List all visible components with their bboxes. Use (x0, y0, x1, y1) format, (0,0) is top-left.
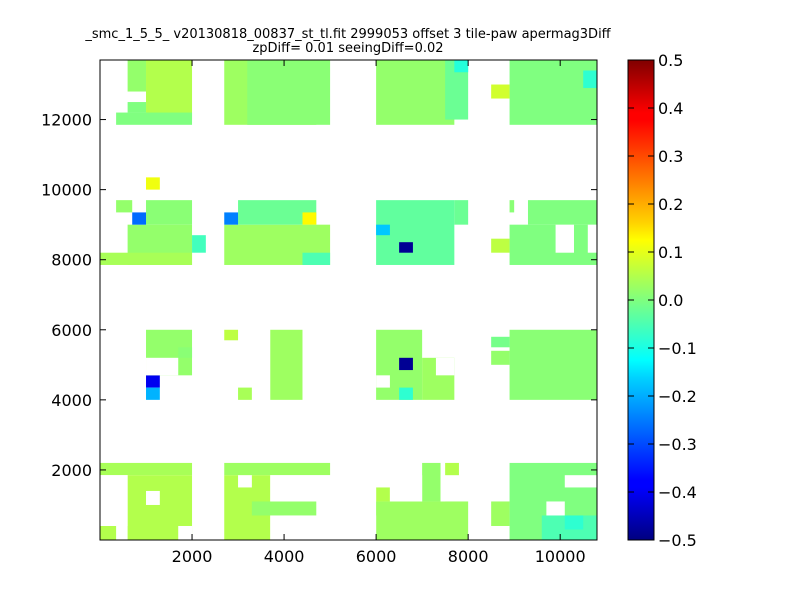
empty-cell (376, 375, 390, 388)
heatmap-cell (146, 375, 160, 388)
heatmap-cell (491, 350, 510, 365)
colorbar-tick-label: 0.2 (658, 195, 683, 214)
heatmap-cell (251, 501, 317, 516)
empty-cell (146, 490, 160, 505)
colorbar-tick-label: −0.5 (658, 531, 697, 550)
heatmap-cell (224, 462, 331, 476)
heatmap-cell (100, 462, 193, 476)
chart-title-line-2: zpDiff= 0.01 seeingDiff=0.02 (252, 41, 443, 56)
empty-cell (100, 475, 128, 526)
heatmap-cell (376, 487, 390, 502)
heatmap-cell (247, 60, 331, 125)
heatmap-cell (491, 84, 510, 99)
heatmap-cell (146, 200, 193, 225)
x-tick-label: 10000 (535, 547, 586, 566)
y-tick-label: 8000 (51, 251, 92, 270)
heatmap-cell (445, 462, 459, 476)
y-tick-label: 6000 (51, 321, 92, 340)
heatmap-cell (127, 102, 147, 113)
empty-cell (238, 475, 252, 488)
heatmap-cell (376, 60, 455, 125)
heatmap-cell (224, 212, 239, 225)
heatmap-cell (491, 501, 510, 526)
x-tick-label: 6000 (356, 547, 397, 566)
heatmap-cell (509, 60, 597, 125)
heatmap-cell (224, 329, 239, 341)
y-tick-label: 10000 (41, 181, 92, 200)
heatmap-cell (399, 242, 413, 253)
heatmap-cell (146, 387, 160, 400)
heatmap-cell (491, 336, 510, 348)
heatmap-cell (491, 238, 510, 253)
heatmap-cell (422, 462, 441, 502)
y-axis: 2000 4000 6000 8000 10000 12000 (41, 111, 597, 480)
heatmap-cell (564, 515, 584, 530)
colorbar-ticks: 0.5 0.4 0.3 0.2 0.1 0.0 −0.1 −0.2 −0.3 −0.4 −0.5 (628, 51, 697, 550)
x-tick-label: 4000 (264, 547, 305, 566)
empty-cell (146, 357, 179, 376)
plot-frame (99, 59, 598, 541)
colorbar-tick-label: −0.3 (658, 435, 697, 454)
x-tick-label: 8000 (448, 547, 489, 566)
heatmap-cell (509, 329, 597, 400)
heatmap-cell (146, 60, 193, 120)
heatmap-cell (238, 387, 252, 400)
colorbar-tick-label: 0.3 (658, 147, 683, 166)
empty-cell (546, 501, 565, 516)
heatmap-cell (509, 200, 515, 213)
heatmap-cell (454, 60, 469, 73)
heatmap-cell (127, 60, 147, 92)
heatmap-cell (399, 357, 413, 371)
heatmap-cell (454, 200, 469, 225)
heatmap-cell (399, 387, 413, 400)
x-tick-label: 2000 (172, 547, 213, 566)
y-tick-label: 12000 (41, 111, 92, 130)
empty-cell (564, 475, 597, 488)
heatmap-cell (302, 252, 331, 265)
heatmap-cell (509, 224, 597, 265)
empty-cell (555, 224, 574, 253)
heatmap-cell (132, 212, 147, 225)
heatmap-cell (302, 212, 317, 225)
heatmap-cell (100, 252, 193, 265)
heatmap-cell (100, 525, 117, 540)
y-tick-label: 4000 (51, 391, 92, 410)
heatmap-cell (445, 60, 469, 120)
heatmap-cells (100, 60, 597, 540)
heatmap-cell (270, 329, 303, 400)
colorbar-tick-label: 0.1 (658, 243, 683, 262)
heatmap-cell (376, 501, 469, 540)
heatmap-cell (116, 112, 193, 125)
empty-cell (270, 515, 303, 540)
colorbar-tick-label: −0.2 (658, 387, 697, 406)
colorbar-tick-label: 0.4 (658, 99, 683, 118)
colorbar-tick-label: −0.4 (658, 483, 697, 502)
colorbar-tick-label: −0.1 (658, 339, 697, 358)
colorbar-tick-label: 0.5 (658, 51, 683, 70)
heatmap-cell (116, 200, 133, 213)
heatmap-cell (527, 200, 597, 225)
empty-cell (178, 525, 193, 540)
empty-cell (389, 475, 423, 502)
x-axis: 2000 4000 6000 8000 10000 (172, 60, 586, 566)
empty-cell (587, 224, 597, 253)
chart-title-line-1: _smc_1_5_5_ v20130818_00837_st_tl.fit 29… (84, 27, 611, 42)
colorbar-tick-label: 0.0 (658, 291, 683, 310)
heatmap-cell (178, 347, 193, 358)
heatmap-cell (583, 70, 597, 89)
empty-cell (435, 357, 455, 376)
heatmap-cell (146, 177, 160, 190)
empty-cell (270, 475, 377, 502)
heatmap-cell (376, 224, 390, 236)
empty-cell (440, 475, 446, 502)
y-tick-label: 2000 (51, 461, 92, 480)
heatmap-cell (192, 235, 206, 253)
